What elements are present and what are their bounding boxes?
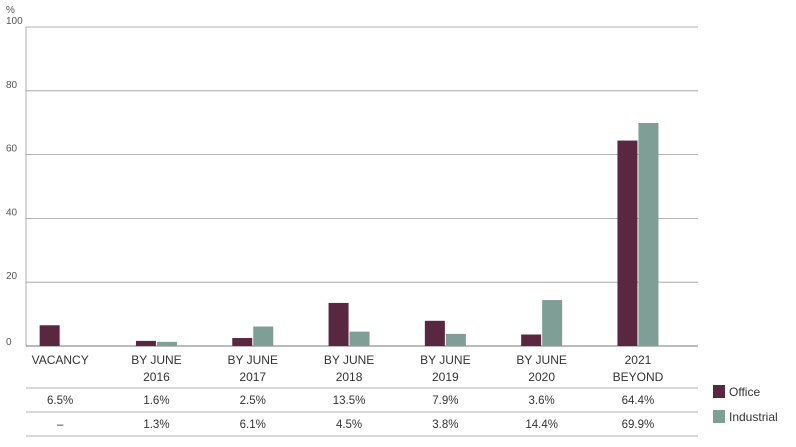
x-category-label: 2016	[143, 370, 170, 384]
y-tick-label: 0	[6, 337, 12, 348]
bar-office-1	[135, 340, 156, 346]
legend-swatch-office	[713, 385, 725, 398]
bar-industrial-3	[349, 331, 370, 346]
category-labels: VACANCY BY JUNE 2016 BY JUNE 2017 BY JUNE 2018…	[32, 353, 664, 384]
table-cell-industrial-3: 4.5%	[336, 419, 362, 431]
bar-office-6	[617, 140, 638, 346]
table-cell-industrial-6: 69.9%	[622, 419, 655, 431]
table-cell-industrial-2: 6.1%	[240, 419, 266, 431]
bar-industrial-2	[253, 326, 274, 346]
y-axis-ticks: 0 20 40 60 80 100	[6, 16, 23, 348]
table-cell-industrial-4: 3.8%	[432, 419, 458, 431]
bar-industrial-4	[445, 333, 466, 346]
bar-office-0	[39, 325, 60, 346]
table-cell-industrial-1: 1.3%	[143, 419, 169, 431]
x-category-label: 2018	[336, 370, 363, 384]
data-table: 6.5% – 1.6% 1.3% 2.5% 6.1% 13.5% 4.5% 7.9% 3.8% 3.…	[26, 387, 698, 437]
y-tick-label: 20	[6, 271, 18, 282]
bars	[39, 123, 659, 346]
table-cell-office-6: 64.4%	[622, 395, 655, 407]
x-category-label: VACANCY	[32, 353, 89, 367]
y-tick-label: 100	[6, 16, 23, 27]
table-cell-office-4: 7.9%	[432, 395, 458, 407]
table-cell-industrial-5: 14.4%	[525, 419, 558, 431]
x-category-label: BY JUNE	[324, 353, 374, 367]
bar-industrial-1	[156, 341, 177, 346]
legend-label-industrial: Industrial	[729, 410, 778, 424]
x-category-label: BY JUNE	[516, 353, 566, 367]
bar-office-3	[328, 302, 349, 346]
x-category-label: 2019	[432, 370, 459, 384]
table-cell-office-1: 1.6%	[143, 395, 169, 407]
table-cell-office-3: 13.5%	[333, 395, 366, 407]
gridlines	[25, 26, 698, 347]
table-cell-office-0: 6.5%	[47, 395, 73, 407]
legend-swatch-industrial	[713, 410, 725, 423]
y-tick-label: 80	[6, 80, 18, 91]
x-category-label: BY JUNE	[420, 353, 470, 367]
bar-office-2	[232, 338, 253, 346]
x-category-label: 2017	[239, 370, 266, 384]
bar-industrial-6	[638, 123, 659, 346]
table-cell-office-2: 2.5%	[240, 395, 266, 407]
x-category-label: BY JUNE	[228, 353, 278, 367]
x-category-label: 2021	[625, 353, 652, 367]
table-cell-industrial-0: –	[57, 419, 64, 431]
bar-industrial-5	[542, 300, 563, 346]
bar-office-5	[521, 334, 542, 346]
x-category-label: BEYOND	[613, 370, 664, 384]
y-tick-label: 40	[6, 207, 18, 218]
legend-label-office: Office	[729, 385, 760, 399]
table-cell-office-5: 3.6%	[529, 395, 555, 407]
legend: Office Industrial	[713, 385, 778, 424]
x-category-label: BY JUNE	[131, 353, 181, 367]
y-tick-label: 60	[6, 144, 18, 155]
x-category-label: 2020	[528, 370, 555, 384]
bar-office-4	[424, 320, 445, 346]
y-axis-unit-label: %	[6, 5, 15, 16]
